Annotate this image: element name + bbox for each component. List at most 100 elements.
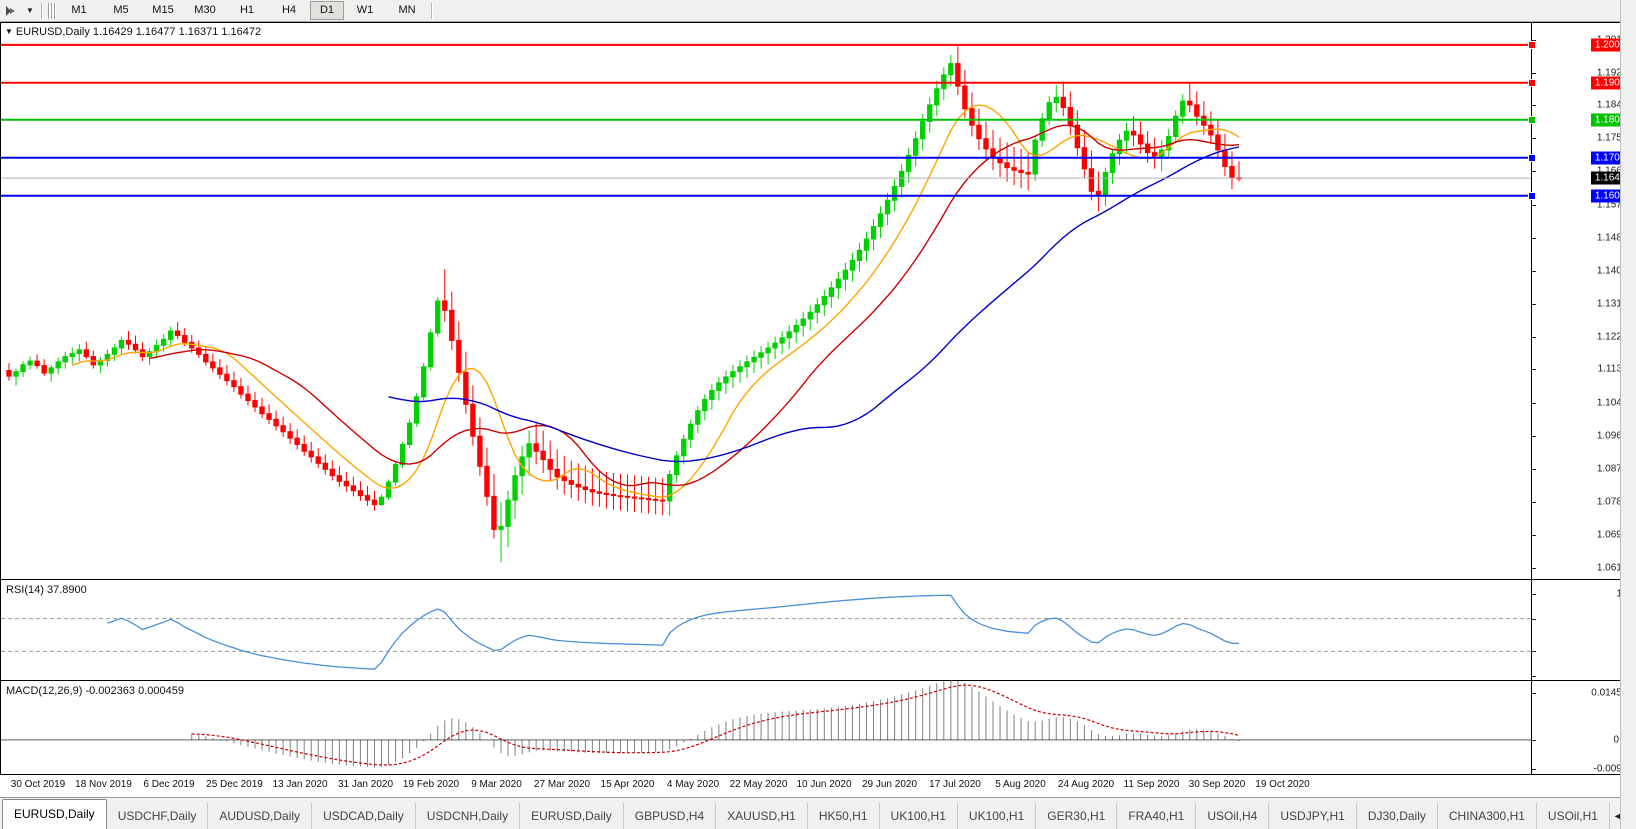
macd-axis-tick [1532, 693, 1536, 694]
price-tick-label: 1.19280 [1596, 67, 1633, 79]
candle-body [83, 349, 89, 358]
chart-tab-3[interactable]: USDCAD,Daily [312, 803, 416, 829]
level-drag-handle[interactable] [1528, 40, 1536, 49]
candle-body [927, 104, 933, 122]
candle-body [624, 495, 631, 498]
rsi-plot [1, 594, 1532, 670]
chart-tab-1[interactable]: USDCHF,Daily [107, 803, 209, 829]
chart-tab-16[interactable]: CHINA300,H1 [1438, 803, 1537, 829]
candle-body [76, 349, 82, 355]
cursor-crosshair-icon[interactable] [0, 1, 22, 21]
chart-tab-7[interactable]: XAUUSD,H1 [716, 803, 808, 829]
candle-body [674, 455, 680, 476]
price-tick-label: 1.14880 [1596, 232, 1633, 244]
chart-tab-14[interactable]: USDJPY,H1 [1269, 803, 1357, 829]
chart-tab-11[interactable]: GER30,H1 [1036, 803, 1118, 829]
candle-body [1018, 169, 1024, 174]
candle-body [772, 342, 778, 349]
chart-tab-6[interactable]: GBPUSD,H4 [624, 803, 717, 829]
candle-body [884, 199, 891, 215]
chart-tab-15[interactable]: DJ30,Daily [1357, 803, 1438, 829]
level-drag-handle[interactable] [1528, 191, 1536, 200]
chart-tab-17[interactable]: USOil,H1 [1537, 803, 1610, 829]
candle-body [125, 339, 132, 345]
toolbar-dropdown-caret-icon[interactable]: ▼ [26, 6, 34, 15]
chart-tab-5[interactable]: EURUSD,Daily [520, 803, 624, 829]
price-tick [1532, 72, 1536, 74]
price-tick-label: 1.14005 [1596, 265, 1633, 277]
candle-body [870, 226, 877, 240]
price-pane[interactable] [1, 23, 1532, 579]
chart-tab-0[interactable]: EURUSD,Daily [2, 799, 107, 829]
price-tick [1532, 403, 1536, 405]
macd-tick-label: -0.00900 [1593, 763, 1633, 775]
rsi-pane[interactable] [1, 580, 1532, 680]
macd-pane[interactable] [1, 681, 1532, 775]
date-axis[interactable]: 30 Oct 2019 18 Nov 2019 6 Dec 2019 25 Dec 2… [0, 776, 1531, 794]
candle-body [575, 483, 581, 488]
rsi-axis-tick [1532, 594, 1536, 595]
candle-body [1025, 172, 1031, 175]
timeframe-h1[interactable]: H1 [239, 4, 255, 16]
timeframe-mn[interactable]: MN [398, 4, 416, 16]
chart-area[interactable]: ▼ EURUSD,Daily 1.16429 1.16477 1.16371 1.… [0, 22, 1636, 775]
toolbar-grip-handle[interactable] [48, 2, 56, 19]
symbol-collapse-caret-icon[interactable]: ▼ [5, 27, 13, 36]
candle-body [835, 278, 842, 289]
ma-slow-line [388, 146, 1240, 463]
price-tick [1532, 171, 1536, 173]
chart-tab-2[interactable]: AUDUSD,Daily [208, 803, 313, 829]
price-tick-label: 1.10480 [1596, 397, 1633, 409]
rsi-line [107, 594, 1240, 670]
candle-body [1109, 153, 1116, 174]
candle-body [814, 304, 820, 313]
candle-body [378, 496, 385, 506]
candle-body [533, 443, 539, 452]
candle-body [442, 300, 448, 311]
window-scrollbar[interactable] [1620, 0, 1636, 829]
date-tick-label: 29 Jun 2020 [861, 779, 918, 790]
price-tick-label: 1.13130 [1596, 298, 1633, 310]
candle-body [638, 497, 645, 500]
level-drag-handle[interactable] [1528, 78, 1536, 87]
timeframe-m1[interactable]: M1 [71, 4, 87, 16]
timeframe-h4[interactable]: H4 [281, 4, 297, 16]
candle-body [652, 498, 659, 501]
candle-body [252, 400, 258, 408]
candle-body [294, 437, 300, 446]
timeframe-m15[interactable]: M15 [152, 4, 174, 16]
date-tick-label: 30 Sep 2020 [1188, 779, 1246, 790]
candle-body [399, 444, 406, 465]
timeframe-w1[interactable]: W1 [356, 4, 374, 16]
candle-body [1187, 100, 1193, 106]
chart-tab-8[interactable]: HK50,H1 [808, 803, 880, 829]
candle-body [751, 356, 757, 363]
candle-body [905, 154, 912, 172]
timeframe-m30[interactable]: M30 [194, 4, 216, 16]
candle-body [210, 361, 216, 369]
level-drag-handle[interactable] [1528, 115, 1536, 124]
chart-tab-12[interactable]: FRA40,H1 [1117, 803, 1197, 829]
chart-tab-9[interactable]: UK100,H1 [880, 803, 958, 829]
candle-body [203, 353, 209, 363]
timeframe-d1[interactable]: D1 [310, 1, 344, 20]
candle-body [821, 295, 827, 306]
chart-tab-10[interactable]: UK100,H1 [958, 803, 1037, 829]
candle-body [948, 63, 954, 76]
candle-body [730, 371, 736, 378]
price-tick-label: 1.12255 [1596, 331, 1633, 342]
candle-body [224, 373, 230, 382]
rsi-axis-tick [1532, 618, 1536, 620]
candle-body [1004, 162, 1010, 169]
price-tick-label: 1.06980 [1596, 529, 1633, 541]
date-tick-label: 19 Feb 2020 [402, 779, 460, 790]
chart-tab-13[interactable]: USOil,H4 [1196, 803, 1270, 829]
level-drag-handle[interactable] [1528, 153, 1536, 162]
timeframe-m5[interactable]: M5 [113, 4, 129, 16]
chart-tab-4[interactable]: USDCNH,Daily [416, 803, 521, 829]
candle-body [800, 318, 806, 326]
tab-scroll-prev-icon[interactable]: ◄ [1612, 811, 1622, 821]
candle-body [969, 108, 975, 126]
candle-body [681, 438, 687, 457]
price-tick [1532, 138, 1536, 140]
